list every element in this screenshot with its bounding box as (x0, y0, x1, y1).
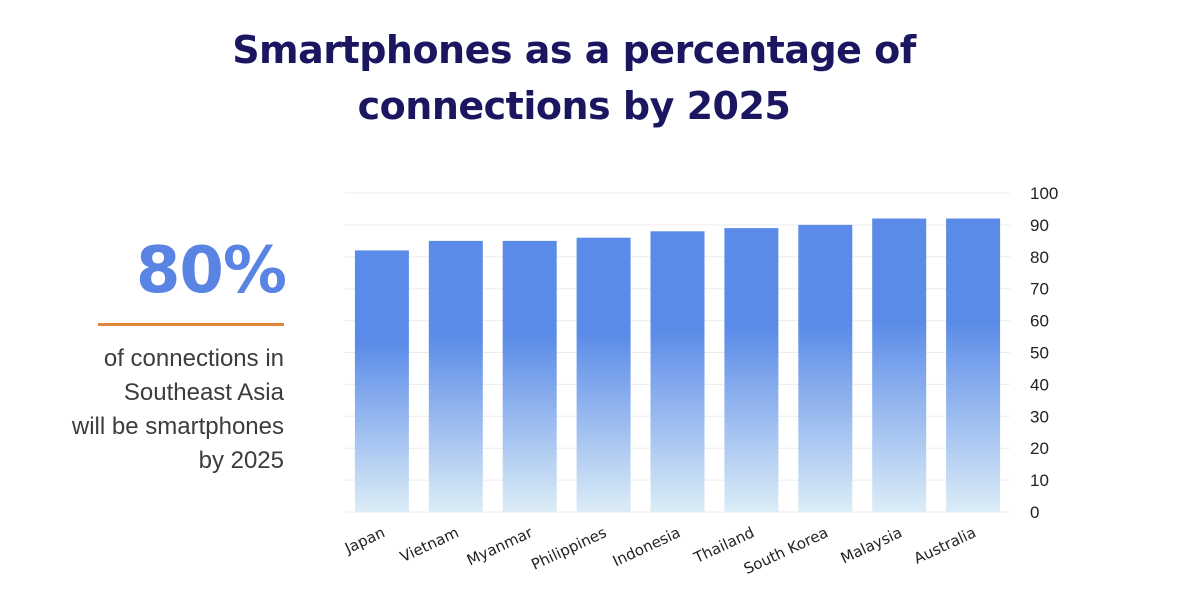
bar-vietnam (428, 240, 483, 512)
y-tick-label: 90 (1030, 216, 1049, 235)
y-tick-label: 30 (1030, 407, 1049, 426)
y-tick-label: 50 (1030, 344, 1049, 363)
bar-philippines (576, 237, 631, 512)
bar-thailand (724, 228, 779, 512)
y-tick-label: 10 (1030, 471, 1049, 490)
caption-line-4: by 2025 (198, 447, 284, 474)
y-tick-label: 70 (1030, 280, 1049, 299)
bar-malaysia (872, 218, 927, 512)
x-tick-label: South Korea (741, 523, 831, 578)
bar-australia (946, 218, 1001, 512)
y-tick-label: 60 (1030, 312, 1049, 331)
stat-divider (98, 323, 284, 326)
bar-japan (354, 250, 409, 512)
x-tick-label: Australia (911, 523, 979, 567)
x-tick-label: Indonesia (610, 523, 683, 570)
x-tick-label: Philippines (528, 523, 609, 574)
caption-line-2: Southeast Asia (123, 379, 284, 406)
bar-south-korea (798, 224, 853, 512)
bar-indonesia (650, 231, 705, 513)
bar-myanmar (502, 240, 557, 512)
caption-line-3: will be smartphones (71, 413, 284, 440)
headline-stat-caption: of connections in Southeast Asia will be… (20, 342, 284, 478)
x-tick-label: Japan (341, 523, 387, 557)
y-tick-label: 80 (1030, 248, 1049, 267)
chart-title: Smartphones as a percentage of connectio… (0, 22, 1148, 134)
x-tick-label: Myanmar (464, 523, 536, 569)
chart-title-line-2: connections by 2025 (357, 84, 791, 128)
x-tick-label: Malaysia (838, 523, 905, 567)
y-tick-label: 20 (1030, 439, 1049, 458)
x-tick-label: Vietnam (397, 523, 461, 566)
y-tick-label: 100 (1030, 184, 1058, 203)
y-tick-label: 40 (1030, 375, 1049, 394)
chart-title-line-1: Smartphones as a percentage of (232, 28, 916, 72)
y-tick-label: 0 (1030, 503, 1039, 522)
headline-stat-value: 80% (135, 234, 287, 308)
caption-line-1: of connections in (103, 345, 284, 372)
